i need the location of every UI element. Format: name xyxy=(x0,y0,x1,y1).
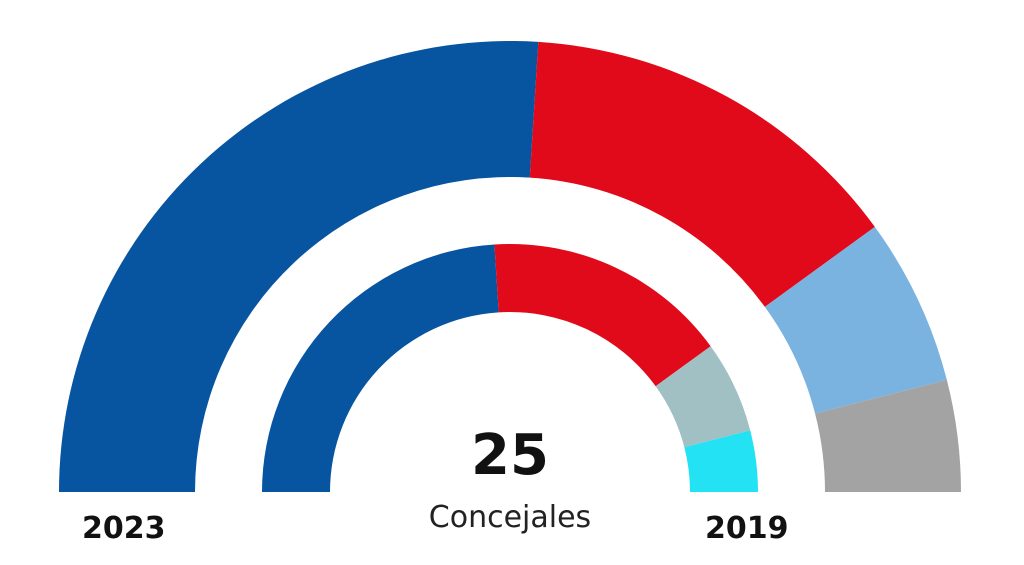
inner-ring-segment-1 xyxy=(494,244,711,387)
inner-ring-segment-3 xyxy=(684,430,758,492)
total-label: Concejales xyxy=(428,500,592,535)
inner-ring-segment-0 xyxy=(262,244,499,492)
outer-ring-segment-2 xyxy=(764,226,947,414)
outer-ring-label: 2023 xyxy=(82,511,166,546)
inner-ring-segment-2 xyxy=(655,346,751,448)
outer-ring-segment-1 xyxy=(529,41,875,307)
inner-ring-label: 2019 xyxy=(705,511,789,546)
outer-ring-segment-0 xyxy=(59,40,539,492)
outer-ring-segment-3 xyxy=(815,379,961,492)
total-seats: 25 xyxy=(471,423,549,488)
